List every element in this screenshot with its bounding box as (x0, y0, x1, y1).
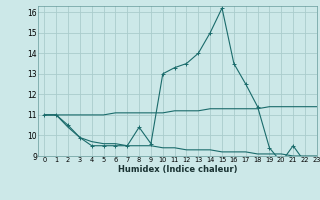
X-axis label: Humidex (Indice chaleur): Humidex (Indice chaleur) (118, 165, 237, 174)
